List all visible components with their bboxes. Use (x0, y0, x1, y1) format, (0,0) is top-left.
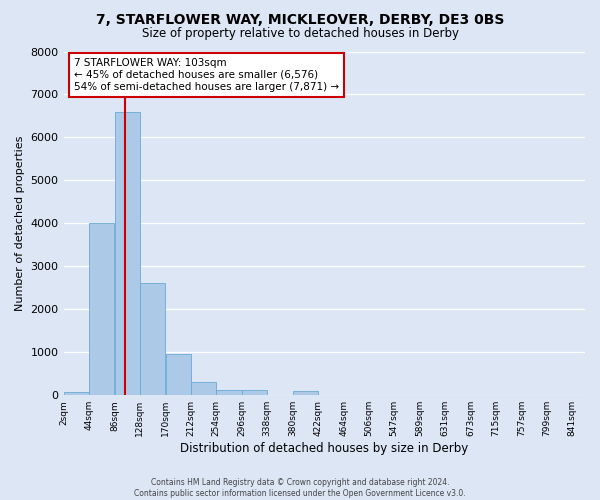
Bar (242, 390, 267, 395)
X-axis label: Distribution of detached houses by size in Derby: Distribution of detached houses by size … (180, 442, 469, 455)
Text: Size of property relative to detached houses in Derby: Size of property relative to detached ho… (142, 28, 458, 40)
Text: 7, STARFLOWER WAY, MICKLEOVER, DERBY, DE3 0BS: 7, STARFLOWER WAY, MICKLEOVER, DERBY, DE… (96, 12, 504, 26)
Bar (217, 390, 242, 395)
Bar (166, 354, 191, 395)
Bar (115, 112, 140, 395)
Bar (191, 382, 216, 395)
Bar (140, 282, 165, 395)
Bar (293, 391, 318, 395)
Text: Contains HM Land Registry data © Crown copyright and database right 2024.
Contai: Contains HM Land Registry data © Crown c… (134, 478, 466, 498)
Bar (64, 392, 89, 395)
Text: 7 STARFLOWER WAY: 103sqm
← 45% of detached houses are smaller (6,576)
54% of sem: 7 STARFLOWER WAY: 103sqm ← 45% of detach… (74, 58, 339, 92)
Y-axis label: Number of detached properties: Number of detached properties (15, 136, 25, 311)
Bar (89, 224, 115, 395)
